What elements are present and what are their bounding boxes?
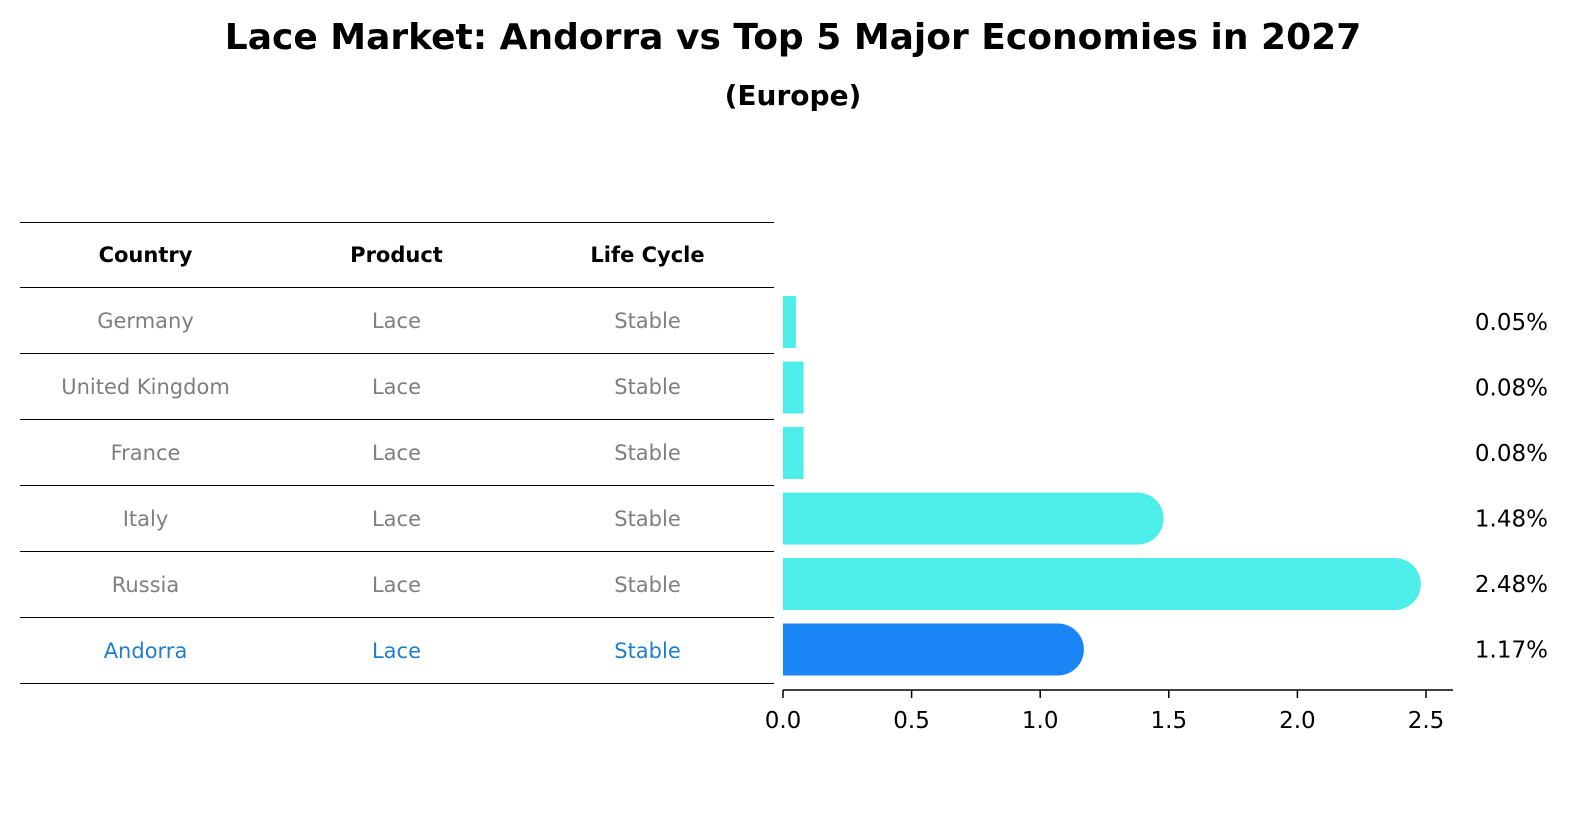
data-label: 0.08% — [1475, 441, 1548, 467]
product-cell: Lace — [371, 440, 422, 465]
table-row: Russia Lace Stable — [20, 552, 774, 618]
product-cell: Lace — [371, 638, 422, 663]
data-label: 0.05% — [1475, 310, 1548, 336]
x-tick-label: 1.5 — [1151, 708, 1188, 734]
x-tick-label: 2.0 — [1279, 708, 1316, 734]
table-row: Germany Lace Stable — [20, 288, 774, 354]
data-table: Country Product Life Cycle Germany Lace … — [20, 222, 774, 684]
product-cell: Lace — [371, 506, 422, 531]
column-header-product: Product — [350, 243, 443, 267]
life-cycle-cell: Stable — [614, 638, 681, 663]
life-cycle-cell: Stable — [614, 572, 681, 597]
country-cell: United Kingdom — [61, 374, 230, 399]
bar-united-kingdom — [783, 361, 804, 414]
country-cell: Italy — [122, 506, 169, 531]
bar-russia — [783, 558, 1421, 610]
country-cell: Russia — [111, 572, 180, 597]
life-cycle-cell: Stable — [614, 308, 681, 333]
product-cell: Lace — [371, 572, 422, 597]
bar-italy — [783, 492, 1164, 545]
country-cell: Germany — [97, 308, 194, 333]
x-tick-label: 1.0 — [1022, 708, 1059, 734]
data-label: 2.48% — [1475, 572, 1548, 598]
product-cell: Lace — [371, 308, 422, 333]
life-cycle-cell: Stable — [614, 506, 681, 531]
column-header-country: Country — [98, 243, 193, 267]
table-row: France Lace Stable — [20, 420, 774, 486]
bar-france — [783, 427, 804, 479]
life-cycle-cell: Stable — [614, 374, 681, 399]
data-label: 1.17% — [1475, 638, 1548, 664]
data-label: 1.48% — [1475, 507, 1548, 533]
chart-subtitle: (Europe) — [724, 79, 862, 112]
country-cell: Andorra — [103, 638, 188, 663]
column-header-life-cycle: Life Cycle — [590, 243, 705, 267]
x-tick-label: 0.5 — [893, 708, 930, 734]
table-row: Italy Lace Stable — [20, 486, 774, 552]
life-cycle-cell: Stable — [614, 440, 681, 465]
bar-germany — [783, 296, 796, 348]
data-label: 0.08% — [1475, 376, 1548, 402]
table-header-row: Country Product Life Cycle — [20, 222, 774, 288]
x-tick-label: 2.5 — [1408, 708, 1445, 734]
chart-title: Lace Market: Andorra vs Top 5 Major Econ… — [224, 17, 1362, 58]
country-cell: France — [110, 440, 181, 465]
bar-andorra — [783, 623, 1084, 676]
x-tick-label: 0.0 — [765, 708, 802, 734]
table-row: United Kingdom Lace Stable — [20, 354, 774, 420]
table-row-highlighted: Andorra Lace Stable — [20, 618, 774, 684]
product-cell: Lace — [371, 374, 422, 399]
